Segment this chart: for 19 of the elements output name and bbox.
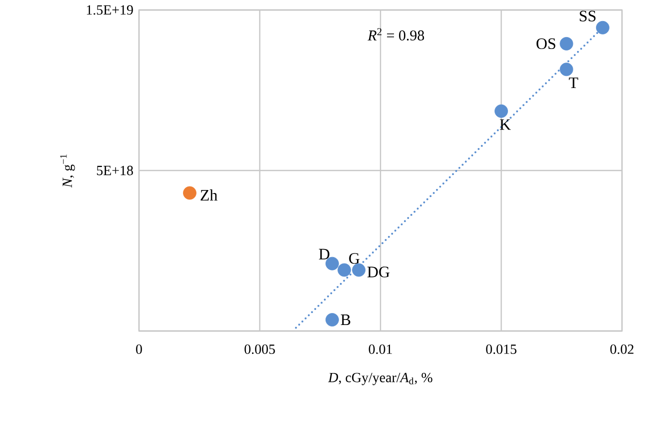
y-tick-label: 1.5E+19 [86,5,133,15]
annotation: Zh [200,189,218,200]
annotation: SS [580,10,596,22]
x-axis-title: D, cGy/year/A$_{d}$, % [328,372,432,386]
x-tick-label: 0 [136,344,142,354]
annotation: D [318,248,330,260]
y-axis-title: N, g$^{−1}$ [60,154,75,188]
annotation: T [568,78,578,88]
annotation: G [349,253,360,264]
x-tick-label: 0.01 [368,344,392,354]
x-tick-label: 0.015 [486,344,516,354]
x-tick-label: 0.02 [610,344,634,354]
x-tick-label: 0.005 [244,344,275,354]
annotation: R$^{2}$ = 0.98 [368,28,424,41]
annotation: B [340,314,350,326]
y-tick-label: 5E+18 [96,166,133,176]
annotation: K [500,119,511,130]
annotation: DG [367,266,390,278]
annotation: OS [536,38,556,50]
